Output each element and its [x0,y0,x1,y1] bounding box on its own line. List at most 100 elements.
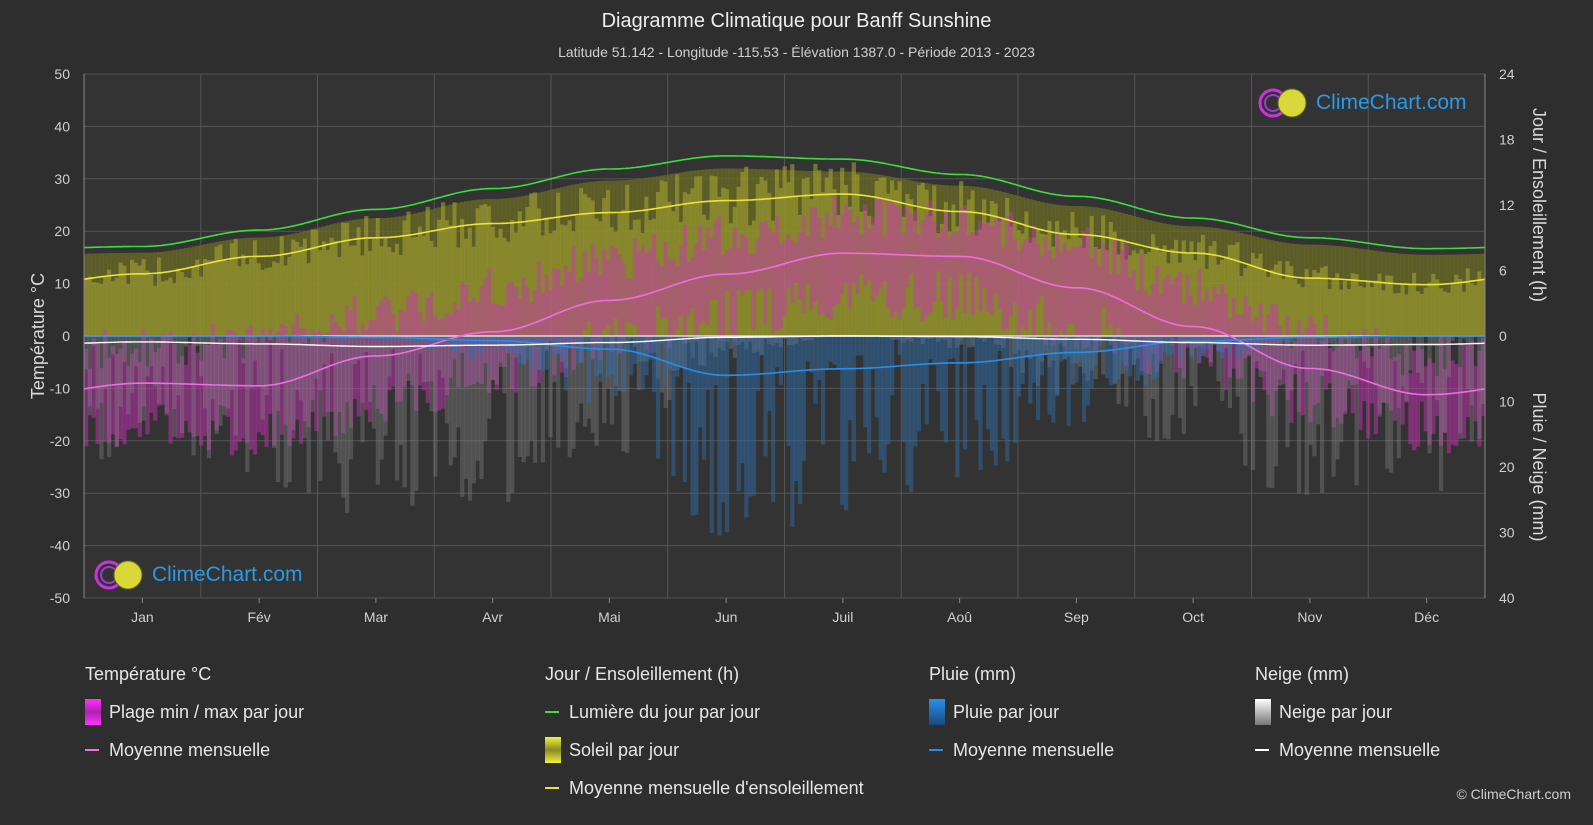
rain-bar [675,336,680,377]
snow-bar [283,336,288,488]
temp-range-stripe [1438,336,1444,446]
temp-range-stripe [1254,316,1259,369]
snow-bar [110,336,116,355]
snow-bar [218,336,223,426]
snow-bar [625,336,630,454]
sunshine-stripe [721,187,726,336]
temp-range-stripe [1450,360,1455,445]
sunshine-stripe [725,189,730,336]
rain-bar [962,336,968,450]
snow-bar [993,336,998,345]
sunshine-stripe [210,260,215,336]
sunshine-stripe [936,233,941,336]
sunshine-stripe [1404,294,1409,336]
sunshine-stripe [275,262,281,336]
rain-bar [471,336,476,360]
sunshine-stripe [771,220,776,336]
temp-range-stripe [655,260,661,306]
sunshine-stripe [901,216,906,336]
snow-bar [429,336,434,412]
temp-range-stripe [1189,295,1194,355]
sunshine-stripe [321,241,327,336]
rain-bar [594,336,599,377]
temp-range-stripe [1304,327,1309,382]
snow-bar [1350,336,1355,385]
temp-range-stripe [1223,293,1229,391]
sunshine-stripe [882,177,887,336]
snow-bar [721,336,726,351]
temp-range-stripe [1312,324,1317,405]
snow-bar [321,336,327,365]
snow-bar [809,336,814,340]
temp-range-stripe [843,204,849,284]
sunshine-stripe [1346,289,1352,336]
snow-bar [759,336,764,356]
snow-bar [479,336,484,480]
snow-bar [805,336,810,341]
temp-range-stripe [291,324,296,439]
snow-swatch [1255,699,1271,725]
temp-range-stripe [893,206,899,313]
sunshine-stripe [690,188,695,336]
snow-bar [659,336,664,393]
snow-bar [490,336,496,381]
sunshine-stripe [652,218,657,336]
rain-bar [1024,336,1029,358]
rain-bar [959,336,964,340]
rain-bar [1012,336,1018,443]
rain-bar [609,336,615,375]
temp-range-stripe [1346,332,1352,381]
rain-bar [1350,336,1355,341]
snow-bar [456,336,461,428]
sunshine-stripe [187,277,192,336]
temp-range-stripe [268,328,273,414]
sunshine-stripe [801,178,807,336]
temp-range-stripe [1147,294,1152,375]
temp-range-stripe [632,238,638,325]
sunshine-stripe [544,217,549,336]
temp-range-stripe [832,195,837,306]
snow-bar [272,336,277,448]
y-right-hours-tick-label: 18 [1499,132,1515,148]
rain-bar [713,336,718,386]
rain-bar [828,336,833,363]
temp-range-stripe [145,366,150,435]
legend-item-sunshine-avg: Moyenne mensuelle d'ensoleillement [545,776,864,800]
rain-bar [1208,336,1213,339]
temp-range-stripe [725,249,730,291]
snow-bar [1074,336,1079,364]
snow-bar [84,336,89,370]
rain-bar [567,336,572,349]
temp-range-stripe [901,232,906,308]
temp-range-stripe [563,265,569,377]
y-left-tick-label: 0 [62,328,70,344]
sunshine-stripe [1078,237,1083,336]
snow-bar [559,336,565,362]
snow-bar [1170,336,1175,415]
sunshine-stripe [1319,267,1325,336]
snow-bar [145,336,150,377]
x-tick-label: Oct [1182,609,1204,625]
snow-bar [671,336,676,371]
snow-bar [1327,336,1332,344]
sunshine-stripe [701,214,707,336]
temp-range-stripe [552,268,557,376]
sunshine-stripe [398,254,403,336]
sunshine-stripe [989,201,995,336]
snow-bar [1162,336,1167,439]
sunshine-stripe [1058,232,1064,336]
sunshine-stripe [709,175,714,336]
temp-range-stripe [809,206,814,310]
snow-bar [644,336,649,362]
sunshine-stripe [1458,278,1463,336]
snow-bar [467,336,473,501]
rain-bar [1235,336,1240,356]
rain-bar [1128,336,1133,377]
sunshine-stripe [759,176,764,336]
temp-range-stripe [275,331,281,411]
snow-bar [371,336,377,429]
snow-bar [594,336,599,446]
rain-bar [870,336,876,370]
snow-bar [156,336,162,404]
rain-bar [1001,336,1006,439]
